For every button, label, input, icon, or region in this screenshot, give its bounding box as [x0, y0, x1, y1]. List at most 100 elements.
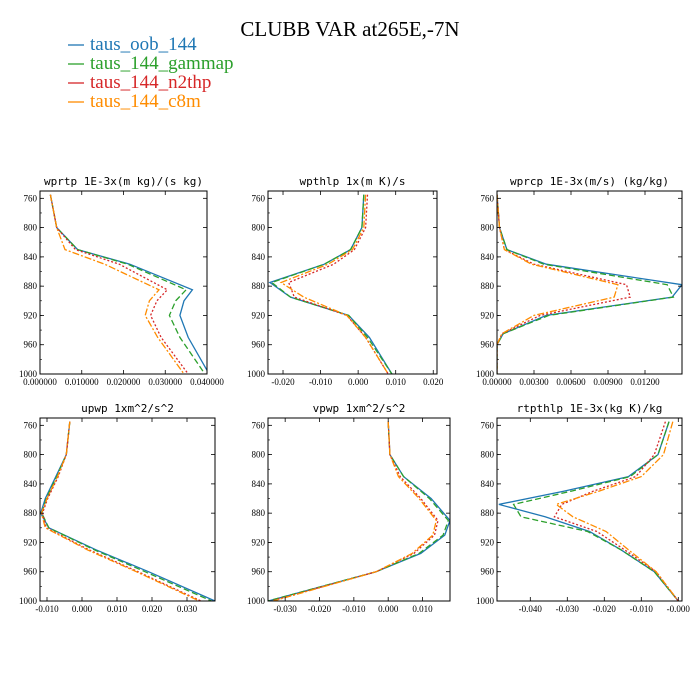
- panel-title: wprtp 1E-3x(m kg)/(s kg): [44, 175, 203, 188]
- legend-label-taus_144_gammap: taus_144_gammap: [90, 53, 234, 74]
- y-tick-label: 920: [252, 537, 266, 547]
- y-tick-label: 800: [252, 450, 266, 460]
- series-line-taus_144_gammap: [268, 421, 450, 601]
- y-tick-label: 840: [481, 252, 495, 262]
- x-tick-label: 0.010: [107, 604, 128, 614]
- figure-title: CLUBB VAR at265E,-7N: [240, 17, 459, 41]
- x-tick-label: 0.00300: [519, 377, 549, 387]
- legend-label-taus_144_n2thp: taus_144_n2thp: [90, 72, 211, 93]
- y-tick-label: 800: [24, 223, 38, 233]
- y-tick-label: 920: [24, 310, 38, 320]
- x-tick-label: 0.01200: [630, 377, 660, 387]
- panel-2: wpthlp 1x(m K)/s 760 800 840 880 920 960 1000 -0…: [247, 175, 444, 387]
- y-tick-label: 880: [24, 281, 38, 291]
- y-tick-label: 880: [481, 281, 495, 291]
- x-tick-label: 0.010: [386, 377, 407, 387]
- x-tick-label: 0.000: [72, 604, 93, 614]
- y-tick-label: 1000: [247, 596, 266, 606]
- chart-panels: wprtp 1E-3x(m kg)/(s kg) 760 800 840 880 920 9…: [19, 175, 690, 614]
- panel-title: rtpthlp 1E-3x(kg K)/kg: [517, 402, 663, 415]
- y-tick-label: 1000: [476, 596, 495, 606]
- y-tick-label: 840: [252, 252, 266, 262]
- y-tick-label: 800: [481, 223, 495, 233]
- x-tick-label: -0.010: [309, 377, 333, 387]
- y-tick-label: 1000: [19, 369, 38, 379]
- y-tick-label: 760: [252, 420, 266, 430]
- plot-frame: [39, 190, 208, 375]
- x-tick-label: 0.00900: [593, 377, 623, 387]
- panel-6: rtpthlp 1E-3x(kg K)/kg 760 800 840 880 920 960…: [476, 402, 690, 614]
- x-tick-label: -0.020: [271, 377, 295, 387]
- y-tick-label: 800: [24, 450, 38, 460]
- series-line-taus_144_n2thp: [553, 421, 679, 601]
- series-line-taus_144_gammap: [49, 194, 206, 374]
- y-tick-label: 760: [252, 193, 266, 203]
- y-tick-label: 1000: [476, 369, 495, 379]
- series-line-taus_144_c8m: [273, 421, 438, 601]
- x-tick-label: -0.000: [667, 604, 691, 614]
- x-tick-label: 0.000: [378, 604, 399, 614]
- y-tick-label: 800: [481, 450, 495, 460]
- panel-title: wpthlp 1x(m K)/s: [300, 175, 406, 188]
- series-line-taus_144_n2thp: [49, 194, 189, 374]
- x-tick-label: 0.030000: [148, 377, 182, 387]
- y-tick-label: 760: [24, 193, 38, 203]
- series-line-taus_144_gammap: [497, 194, 675, 374]
- y-tick-label: 960: [252, 340, 266, 350]
- legend-label-taus_144_c8m: taus_144_c8m: [90, 91, 201, 112]
- panel-1: wprtp 1E-3x(m kg)/(s kg) 760 800 840 880 920 9…: [19, 175, 224, 387]
- y-tick-label: 1000: [247, 369, 266, 379]
- y-tick-label: 880: [252, 281, 266, 291]
- y-tick-label: 1000: [19, 596, 38, 606]
- x-tick-label: 0.010: [412, 604, 433, 614]
- panel-5: vpwp 1xm^2/s^2 760 800 840 880 920 960 1000 -0.0…: [247, 402, 451, 614]
- y-tick-label: 960: [481, 340, 495, 350]
- y-tick-label: 840: [481, 479, 495, 489]
- x-tick-label: 0.00600: [556, 377, 586, 387]
- series-line-taus_144_c8m: [49, 194, 185, 374]
- x-tick-label: 0.040000: [190, 377, 224, 387]
- x-tick-label: -0.030: [274, 604, 298, 614]
- y-tick-label: 880: [24, 508, 38, 518]
- x-tick-label: 0.000000: [23, 377, 57, 387]
- y-tick-label: 880: [252, 508, 266, 518]
- panel-3: wprcp 1E-3x(m/s) (kg/kg) 760 800 840 880 920 9…: [476, 175, 683, 387]
- x-tick-label: -0.030: [556, 604, 580, 614]
- plot-frame: [267, 417, 451, 602]
- y-tick-label: 760: [481, 193, 495, 203]
- y-tick-label: 920: [252, 310, 266, 320]
- y-tick-label: 920: [481, 537, 495, 547]
- series-line-taus_144_n2thp: [497, 194, 632, 374]
- x-tick-label: 0.020000: [107, 377, 141, 387]
- y-tick-label: 840: [252, 479, 266, 489]
- x-tick-label: -0.040: [519, 604, 543, 614]
- series-line-taus_144_c8m: [279, 194, 389, 374]
- series-line-taus_144_gammap: [270, 194, 393, 374]
- series-line-taus_oob_144: [497, 194, 682, 374]
- y-tick-label: 760: [24, 420, 38, 430]
- y-tick-label: 920: [481, 310, 495, 320]
- legend: taus_oob_144taus_144_gammaptaus_144_n2th…: [68, 34, 234, 112]
- series-line-taus_oob_144: [268, 194, 393, 374]
- y-tick-label: 960: [24, 567, 38, 577]
- series-line-taus_oob_144: [498, 421, 679, 601]
- series-line-taus_144_gammap: [512, 421, 679, 601]
- series-line-taus_oob_144: [268, 421, 450, 601]
- y-tick-label: 840: [24, 252, 38, 262]
- series-line-taus_144_c8m: [497, 194, 619, 374]
- x-tick-label: -0.010: [342, 604, 366, 614]
- series-line-taus_144_n2thp: [271, 421, 439, 601]
- y-tick-label: 760: [481, 420, 495, 430]
- y-tick-label: 880: [481, 508, 495, 518]
- x-tick-label: -0.020: [308, 604, 332, 614]
- x-tick-label: 0.010000: [65, 377, 99, 387]
- x-tick-label: 0.000: [348, 377, 369, 387]
- panel-title: vpwp 1xm^2/s^2: [313, 402, 406, 415]
- plot-frame: [496, 417, 683, 602]
- y-tick-label: 800: [252, 223, 266, 233]
- panel-title: wprcp 1E-3x(m/s) (kg/kg): [510, 175, 669, 188]
- legend-label-taus_oob_144: taus_oob_144: [90, 34, 197, 55]
- series-line-taus_144_c8m: [554, 421, 679, 601]
- x-tick-label: 0.020: [142, 604, 163, 614]
